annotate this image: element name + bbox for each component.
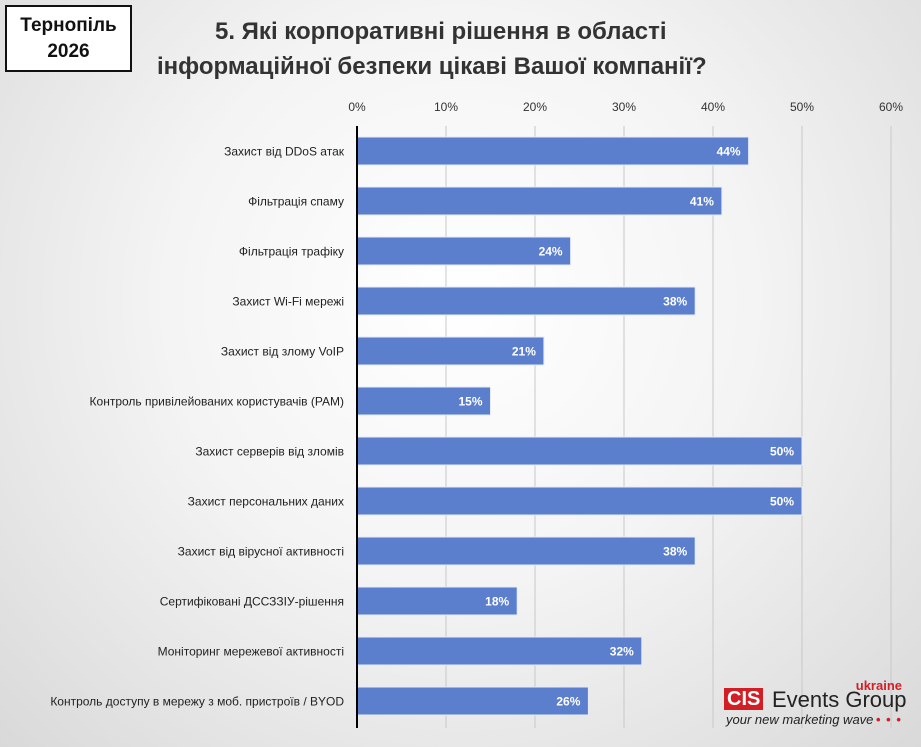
bar bbox=[356, 636, 643, 666]
bar-value-label: 44% bbox=[717, 145, 741, 159]
bar bbox=[356, 136, 750, 166]
logo-events-group: Events Group bbox=[772, 687, 907, 712]
x-tick-label: 50% bbox=[790, 100, 814, 114]
category-label: Сертифіковані ДССЗЗІУ-рішення bbox=[160, 595, 344, 609]
category-label: Захист Wi-Fi мережі bbox=[232, 295, 344, 309]
category-label: Фільтрація трафіку bbox=[239, 245, 344, 259]
bar-value-label: 50% bbox=[770, 495, 794, 509]
logo-ukraine: ukraine bbox=[855, 678, 902, 693]
x-tick-label: 30% bbox=[612, 100, 636, 114]
bar-value-label: 50% bbox=[770, 445, 794, 459]
bar-value-label: 38% bbox=[663, 545, 687, 559]
logo-tagline: your new marketing wave bbox=[726, 712, 874, 727]
chart-title-line1: 5. Які корпоративні рішення в області bbox=[215, 18, 667, 45]
chart-title: 5. Які корпоративні рішення в області ін… bbox=[140, 14, 860, 84]
category-label: Контроль доступу в мережу з моб. пристро… bbox=[50, 695, 344, 709]
category-label: Захист персональних даних bbox=[188, 495, 344, 509]
category-label: Фільтрація спаму bbox=[248, 195, 344, 209]
bar bbox=[356, 586, 518, 616]
bar bbox=[356, 286, 696, 316]
bar bbox=[356, 686, 589, 716]
category-label: Захист від злому VoIP bbox=[221, 345, 344, 359]
logo-dots: • • • bbox=[876, 712, 902, 727]
bar-value-label: 26% bbox=[556, 695, 580, 709]
x-tick-label: 20% bbox=[523, 100, 547, 114]
bar-value-label: 24% bbox=[539, 245, 563, 259]
x-tick-label: 60% bbox=[879, 100, 903, 114]
x-tick-label: 10% bbox=[434, 100, 458, 114]
bar bbox=[356, 186, 723, 216]
bar-value-label: 18% bbox=[485, 595, 509, 609]
bar bbox=[356, 386, 491, 416]
bar bbox=[356, 486, 803, 516]
category-label: Захист від DDoS атак bbox=[224, 145, 345, 159]
bar bbox=[356, 336, 545, 366]
category-label: Моніторинг мережевої активності bbox=[158, 645, 344, 659]
bar-value-label: 32% bbox=[610, 645, 634, 659]
logo-cis: CIS bbox=[724, 688, 764, 710]
category-label: Захист серверів від зломів bbox=[195, 445, 344, 459]
bar bbox=[356, 436, 803, 466]
x-tick-label: 0% bbox=[348, 100, 366, 114]
bar-value-label: 38% bbox=[663, 295, 687, 309]
badge-year: 2026 bbox=[47, 40, 90, 62]
bar bbox=[356, 536, 696, 566]
bar-value-label: 41% bbox=[690, 195, 714, 209]
chart-title-line2: інформаційної безпеки цікаві Вашої компа… bbox=[157, 53, 707, 80]
bar-value-label: 21% bbox=[512, 345, 536, 359]
cis-events-group-logo: ukraine CIS Events Group your new market… bbox=[724, 678, 914, 728]
badge-city: Тернопіль bbox=[20, 14, 117, 36]
city-year-badge: Тернопіль 2026 bbox=[5, 5, 132, 72]
category-label: Захист від вірусної активності bbox=[178, 545, 344, 559]
category-label: Контроль привілейованих користувачів (PA… bbox=[90, 395, 344, 409]
bar-value-label: 15% bbox=[458, 395, 482, 409]
x-tick-label: 40% bbox=[701, 100, 725, 114]
